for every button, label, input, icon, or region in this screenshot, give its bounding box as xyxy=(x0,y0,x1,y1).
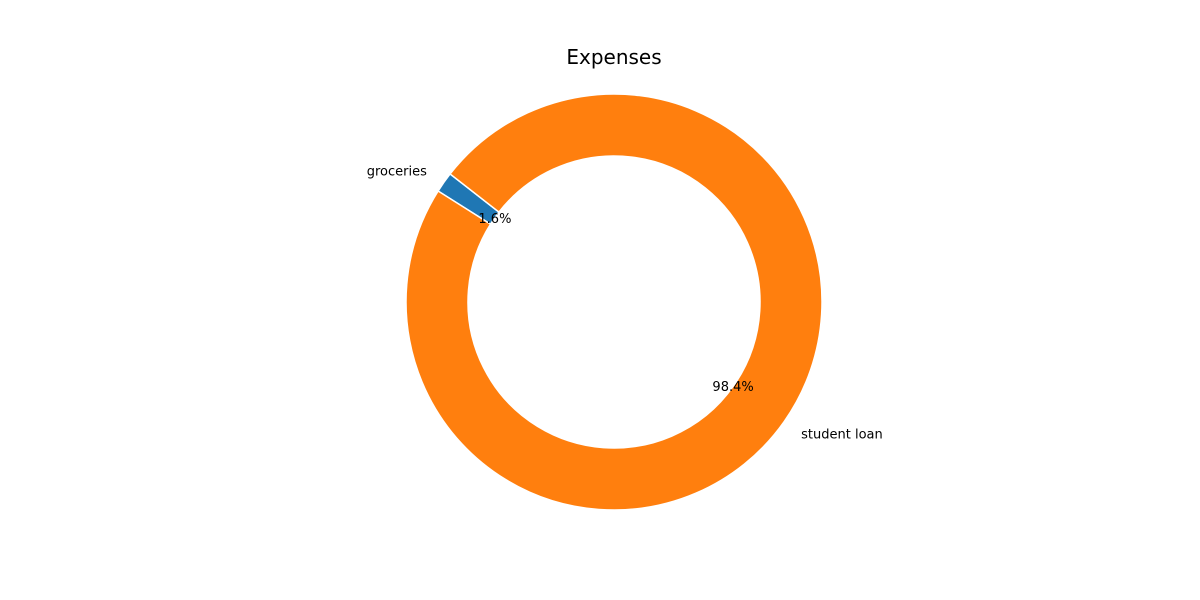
labels-group: 1.6% groceries 98.4% student loan xyxy=(367,164,883,442)
slice-student-loan xyxy=(405,93,823,511)
category-label-student-loan: student loan xyxy=(801,428,883,443)
slices-group xyxy=(405,93,823,511)
category-label-groceries: groceries xyxy=(367,164,427,179)
percent-label-groceries: 1.6% xyxy=(478,212,511,227)
percent-label-student-loan: 98.4% xyxy=(712,380,753,395)
chart-title: Expenses xyxy=(566,45,661,69)
